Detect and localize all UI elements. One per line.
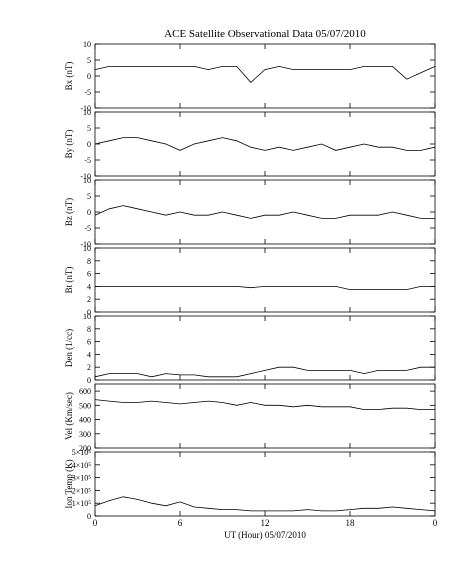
y-tick-label: 2×10⁵ [72, 486, 92, 495]
y-tick-label: 8 [87, 325, 91, 334]
y-tick-label: 0 [87, 208, 91, 217]
data-line [94, 496, 436, 512]
y-tick-label: 3×10⁵ [72, 474, 92, 483]
y-tick-label: 10 [83, 244, 91, 253]
panel-frame [94, 247, 436, 313]
y-tick-label: 0 [87, 308, 91, 317]
y-tick-label: 1×10⁵ [72, 499, 92, 508]
data-line [94, 137, 436, 151]
data-line [94, 65, 436, 83]
chart-title: ACE Satellite Observational Data 05/07/2… [164, 28, 366, 40]
y-tick-label: -5 [84, 224, 91, 233]
y-axis-label: Ion Temp (K) [64, 459, 74, 508]
y-axis-label: Vel (Km/sec) [64, 392, 74, 440]
y-tick-label: 10 [83, 312, 91, 321]
y-tick-label: 6 [87, 338, 91, 347]
y-axis-label: Bt (nT) [64, 267, 74, 294]
x-tick-label: 0 [433, 518, 438, 528]
y-axis-label: Den (1/cc) [64, 329, 74, 367]
x-tick-label: 0 [93, 518, 98, 528]
y-tick-label: -10 [80, 104, 91, 113]
y-tick-label: 2 [87, 295, 91, 304]
data-line [94, 205, 435, 219]
y-tick-label: 10 [83, 40, 91, 49]
y-tick-label: 0 [87, 376, 91, 385]
y-tick-label: 500 [79, 401, 91, 410]
x-axis-label: UT (Hour) 05/07/2010 [224, 530, 306, 540]
y-tick-label: 4 [87, 282, 91, 291]
data-line [94, 399, 435, 410]
y-tick-label: 5×10⁵ [72, 448, 92, 457]
y-tick-label: 400 [79, 416, 91, 425]
y-tick-label: -5 [84, 156, 91, 165]
data-line [94, 366, 435, 378]
y-tick-label: -10 [80, 240, 91, 249]
y-tick-label: 600 [79, 387, 91, 396]
y-tick-label: 4×10⁵ [72, 461, 92, 470]
panel-frame [94, 383, 436, 449]
y-tick-label: 5 [87, 56, 91, 65]
y-tick-label: 4 [87, 350, 91, 359]
panel-frame [94, 451, 436, 517]
y-tick-label: 5 [87, 124, 91, 133]
y-axis-label: By (nT) [64, 130, 74, 159]
y-axis-label: Bz (nT) [64, 198, 74, 226]
x-tick-label: 12 [261, 518, 270, 528]
x-tick-label: 18 [346, 518, 356, 528]
y-tick-label: 200 [79, 444, 91, 453]
y-tick-label: 10 [83, 108, 91, 117]
y-tick-label: 300 [79, 430, 91, 439]
y-tick-label: -5 [84, 88, 91, 97]
data-line [95, 286, 435, 290]
y-tick-label: 0 [87, 140, 91, 149]
y-tick-label: 6 [87, 270, 91, 279]
y-tick-label: 0 [87, 72, 91, 81]
y-tick-label: 8 [87, 257, 91, 266]
y-tick-label: 10 [83, 176, 91, 185]
x-tick-label: 6 [178, 518, 183, 528]
panel-frame [94, 43, 436, 109]
y-axis-label: Bx (nT) [64, 62, 74, 91]
panel-frame [94, 111, 436, 177]
y-tick-label: -10 [80, 172, 91, 181]
y-tick-label: 2 [87, 363, 91, 372]
panel-frame [94, 179, 436, 245]
y-tick-label: 5 [87, 192, 91, 201]
y-tick-label: 0 [87, 512, 91, 521]
